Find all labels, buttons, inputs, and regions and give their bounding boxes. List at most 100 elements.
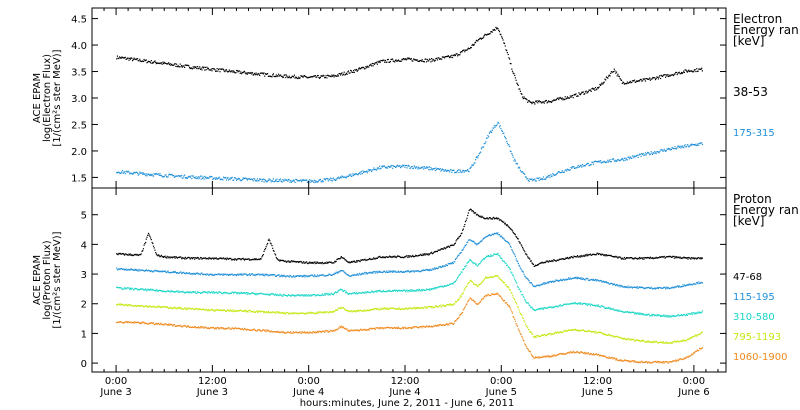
- data-point: [477, 215, 480, 217]
- data-point: [410, 167, 412, 169]
- data-point: [249, 72, 251, 74]
- data-point: [670, 148, 672, 150]
- data-point: [309, 275, 311, 277]
- data-point: [485, 236, 487, 238]
- data-point: [279, 260, 281, 262]
- data-point: [165, 175, 168, 177]
- data-point: [480, 240, 482, 242]
- data-point: [640, 313, 642, 315]
- data-point: [212, 68, 215, 70]
- data-point: [404, 166, 406, 168]
- data-point: [148, 234, 150, 236]
- data-point: [335, 309, 337, 311]
- data-point: [283, 260, 285, 263]
- data-point: [404, 256, 406, 258]
- data-point: [223, 291, 225, 293]
- data-point: [535, 101, 537, 103]
- data-point: [465, 285, 467, 287]
- data-point: [293, 312, 295, 314]
- data-point: [484, 236, 486, 239]
- data-point: [464, 49, 467, 51]
- data-point: [516, 83, 519, 85]
- data-point: [631, 155, 633, 157]
- data-point: [563, 303, 566, 305]
- data-point: [335, 271, 337, 273]
- data-point: [201, 292, 203, 294]
- data-point: [176, 257, 178, 259]
- data-point: [597, 305, 599, 307]
- data-point: [455, 172, 457, 174]
- data-point: [184, 292, 186, 294]
- data-point: [352, 292, 354, 294]
- data-point: [574, 256, 576, 258]
- data-point: [545, 334, 547, 337]
- data-point: [138, 305, 140, 307]
- data-point: [687, 70, 689, 72]
- data-point: [555, 173, 558, 175]
- data-point: [132, 305, 134, 307]
- data-point: [387, 308, 389, 311]
- data-point: [483, 36, 485, 38]
- data-point: [553, 306, 555, 309]
- data-point: [123, 304, 125, 306]
- data-point: [313, 294, 315, 296]
- data-point: [359, 309, 361, 311]
- data-point: [574, 277, 576, 279]
- data-point: [660, 341, 662, 344]
- data-point: [121, 288, 123, 290]
- data-point: [311, 76, 313, 78]
- data-point: [136, 322, 138, 324]
- data-point: [125, 58, 127, 60]
- data-point: [507, 266, 509, 268]
- data-point: [181, 177, 183, 179]
- data-point: [303, 179, 306, 181]
- data-point: [383, 256, 385, 258]
- data-point: [230, 273, 233, 275]
- data-point: [699, 257, 701, 259]
- data-point: [332, 293, 334, 295]
- data-point: [342, 270, 344, 272]
- data-point: [656, 315, 658, 317]
- data-point: [509, 228, 511, 230]
- data-point: [612, 335, 614, 337]
- data-point: [549, 260, 551, 262]
- data-point: [522, 271, 524, 273]
- data-point: [588, 165, 590, 167]
- data-point: [242, 257, 244, 259]
- data-point: [126, 254, 128, 256]
- data-point: [648, 78, 650, 80]
- data-point: [124, 56, 126, 58]
- data-point: [134, 58, 137, 60]
- data-point: [367, 66, 369, 68]
- data-point: [460, 233, 462, 235]
- data-point: [501, 37, 503, 39]
- data-point: [347, 261, 350, 264]
- data-point: [482, 146, 484, 148]
- data-point: [568, 329, 571, 331]
- data-point: [267, 274, 269, 276]
- data-point: [363, 171, 365, 173]
- data-point: [572, 277, 574, 279]
- data-point: [585, 330, 587, 333]
- data-point: [646, 287, 648, 289]
- data-point: [639, 312, 641, 314]
- data-point: [190, 308, 192, 310]
- data-point: [347, 293, 349, 295]
- data-point: [157, 270, 159, 273]
- data-point: [519, 267, 521, 269]
- data-point: [141, 250, 143, 252]
- data-point: [245, 258, 247, 260]
- data-point: [191, 273, 193, 275]
- data-point: [346, 73, 348, 75]
- data-point: [683, 145, 685, 147]
- data-point: [282, 259, 284, 262]
- data-point: [387, 58, 389, 61]
- data-point: [193, 291, 195, 293]
- data-point: [372, 272, 374, 274]
- data-point: [680, 286, 683, 288]
- data-point: [251, 292, 253, 294]
- data-point: [399, 271, 401, 273]
- data-point: [414, 166, 416, 168]
- data-point: [420, 307, 423, 309]
- data-point: [532, 333, 534, 335]
